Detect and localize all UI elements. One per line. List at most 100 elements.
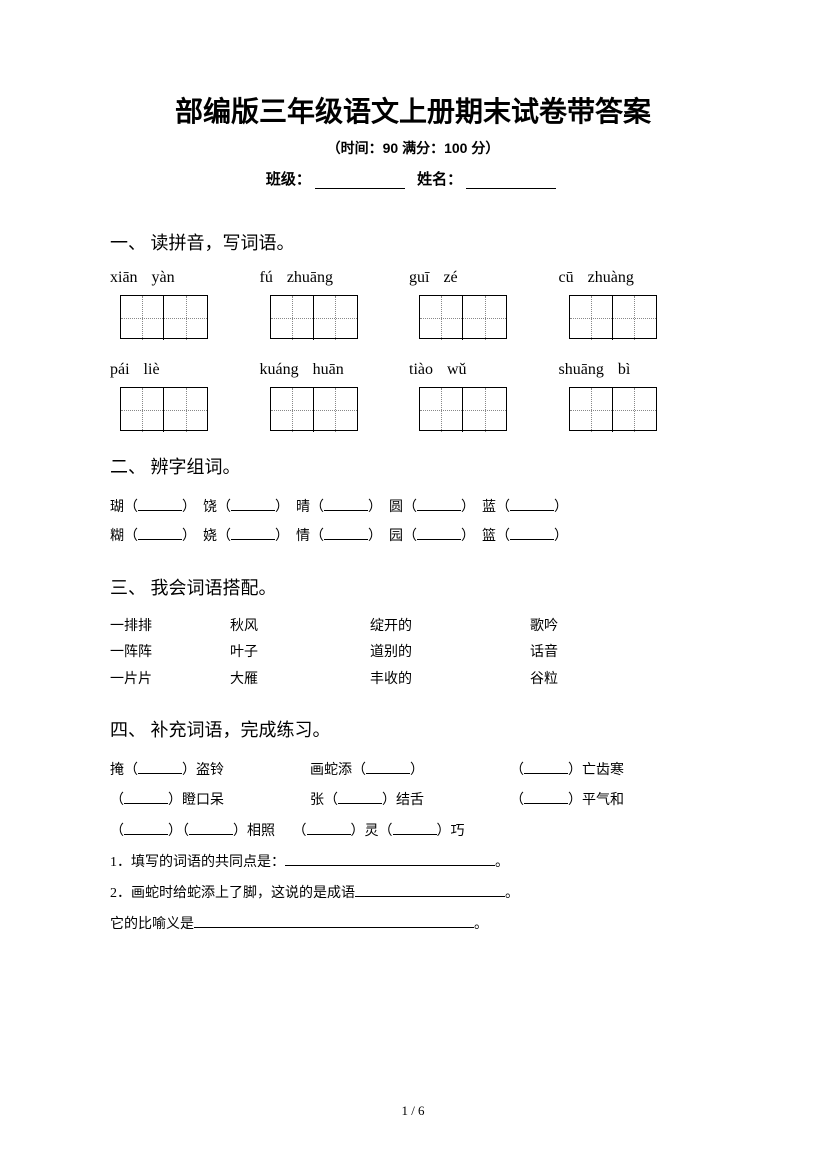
pinyin: zhuāng — [287, 269, 333, 287]
char: 饶 — [203, 500, 217, 515]
tianzige[interactable] — [120, 295, 208, 339]
word: 歌吟 — [530, 614, 630, 641]
text: ）（ — [168, 824, 189, 839]
tianzige[interactable] — [569, 387, 657, 431]
blank[interactable] — [231, 499, 275, 511]
pinyin-row-2: páiliè kuánghuān tiàowǔ shuāngbì — [110, 361, 716, 379]
text: 掩（ — [110, 763, 138, 778]
pinyin: zé — [443, 269, 457, 287]
blank[interactable] — [324, 499, 368, 511]
text: ）亡齿寒 — [568, 763, 624, 778]
text: ）灵（ — [351, 824, 393, 839]
blank[interactable] — [524, 792, 568, 804]
blank[interactable] — [393, 823, 437, 835]
pinyin: bì — [618, 361, 630, 379]
pinyin: huān — [313, 361, 344, 379]
blank[interactable] — [417, 528, 461, 540]
blank[interactable] — [338, 792, 382, 804]
page-number: 1 / 6 — [0, 1103, 826, 1119]
blank[interactable] — [194, 916, 474, 928]
blank[interactable] — [366, 762, 410, 774]
q4-sub-3: 它的比喻义是。 — [110, 910, 716, 941]
word: 一排排 — [110, 614, 230, 641]
class-blank[interactable] — [315, 175, 405, 189]
pinyin: pái — [110, 361, 130, 379]
text: （ — [510, 793, 524, 808]
q3-row: 一片片 大雁 丰收的 谷粒 — [110, 667, 716, 694]
q3-row: 一排排 秋风 绽开的 歌吟 — [110, 614, 716, 641]
text: （ — [110, 824, 124, 839]
q4-line-3: （ ）（ ）相照 （ ）灵（ ）巧 — [110, 817, 716, 848]
word: 绽开的 — [370, 614, 530, 641]
blank[interactable] — [124, 792, 168, 804]
word: 一片片 — [110, 667, 230, 694]
text: 它的比喻义是 — [110, 917, 194, 932]
subtitle: （时间：90 满分：100 分） — [110, 138, 716, 158]
pinyin: kuáng — [260, 361, 299, 379]
text: ）巧 — [437, 824, 465, 839]
q3-row: 一阵阵 叶子 道别的 话音 — [110, 640, 716, 667]
text: ）相照 — [233, 824, 275, 839]
tianzige[interactable] — [569, 295, 657, 339]
blank[interactable] — [307, 823, 351, 835]
blank[interactable] — [417, 499, 461, 511]
char: 情 — [296, 529, 310, 544]
blank[interactable] — [189, 823, 233, 835]
name-blank[interactable] — [466, 175, 556, 189]
blank[interactable] — [524, 762, 568, 774]
text: 张（ — [310, 793, 338, 808]
blank[interactable] — [124, 823, 168, 835]
word: 谷粒 — [530, 667, 630, 694]
pinyin: fú — [260, 269, 273, 287]
char: 蓝 — [482, 500, 496, 515]
q2-row-2: 糊（） 娆（） 情（） 园（） 篮（） — [110, 522, 716, 551]
blank[interactable] — [138, 762, 182, 774]
info-line: 班级： 姓名： — [110, 168, 716, 189]
section-2-heading: 二、 辨字组词。 — [110, 453, 716, 479]
tianzige[interactable] — [419, 387, 507, 431]
text: ）结舌 — [382, 793, 424, 808]
pinyin-row-1: xiānyàn fúzhuāng guīzé cūzhuàng — [110, 269, 716, 287]
q4-line-2: （）瞪口呆 张（）结舌 （）平气和 — [110, 786, 716, 817]
blank[interactable] — [285, 854, 495, 866]
pinyin: liè — [144, 361, 160, 379]
blank[interactable] — [510, 528, 554, 540]
pinyin: tiào — [409, 361, 433, 379]
name-label: 姓名： — [417, 171, 462, 188]
tianzige[interactable] — [270, 295, 358, 339]
blank[interactable] — [324, 528, 368, 540]
boxes-row-2 — [110, 387, 716, 431]
pinyin: cū — [559, 269, 574, 287]
text: 。 — [505, 886, 519, 901]
q2-row-1: 瑚（） 饶（） 晴（） 圆（） 蓝（） — [110, 493, 716, 522]
class-label: 班级： — [266, 171, 311, 188]
blank[interactable] — [138, 499, 182, 511]
char: 娆 — [203, 529, 217, 544]
pinyin: xiān — [110, 269, 138, 287]
text: （ — [293, 824, 307, 839]
text: ）盗铃 — [182, 763, 224, 778]
q4-line-1: 掩（）盗铃 画蛇添（） （）亡齿寒 — [110, 756, 716, 787]
word: 叶子 — [230, 640, 370, 667]
word: 大雁 — [230, 667, 370, 694]
text: ） — [410, 763, 424, 778]
tianzige[interactable] — [120, 387, 208, 431]
page-title: 部编版三年级语文上册期末试卷带答案 — [110, 90, 716, 130]
blank[interactable] — [510, 499, 554, 511]
text: （ — [110, 793, 124, 808]
blank[interactable] — [231, 528, 275, 540]
section-1-heading: 一、 读拼音，写词语。 — [110, 229, 716, 255]
blank[interactable] — [355, 885, 505, 897]
tianzige[interactable] — [270, 387, 358, 431]
q4-sub-1: 1．填写的词语的共同点是：。 — [110, 848, 716, 879]
char: 晴 — [296, 500, 310, 515]
char: 糊 — [110, 529, 124, 544]
text: ）瞪口呆 — [168, 793, 224, 808]
pinyin: guī — [409, 269, 429, 287]
char: 圆 — [389, 500, 403, 515]
text: 画蛇添（ — [310, 763, 366, 778]
word: 秋风 — [230, 614, 370, 641]
text: 1．填写的词语的共同点是： — [110, 855, 285, 870]
tianzige[interactable] — [419, 295, 507, 339]
blank[interactable] — [138, 528, 182, 540]
